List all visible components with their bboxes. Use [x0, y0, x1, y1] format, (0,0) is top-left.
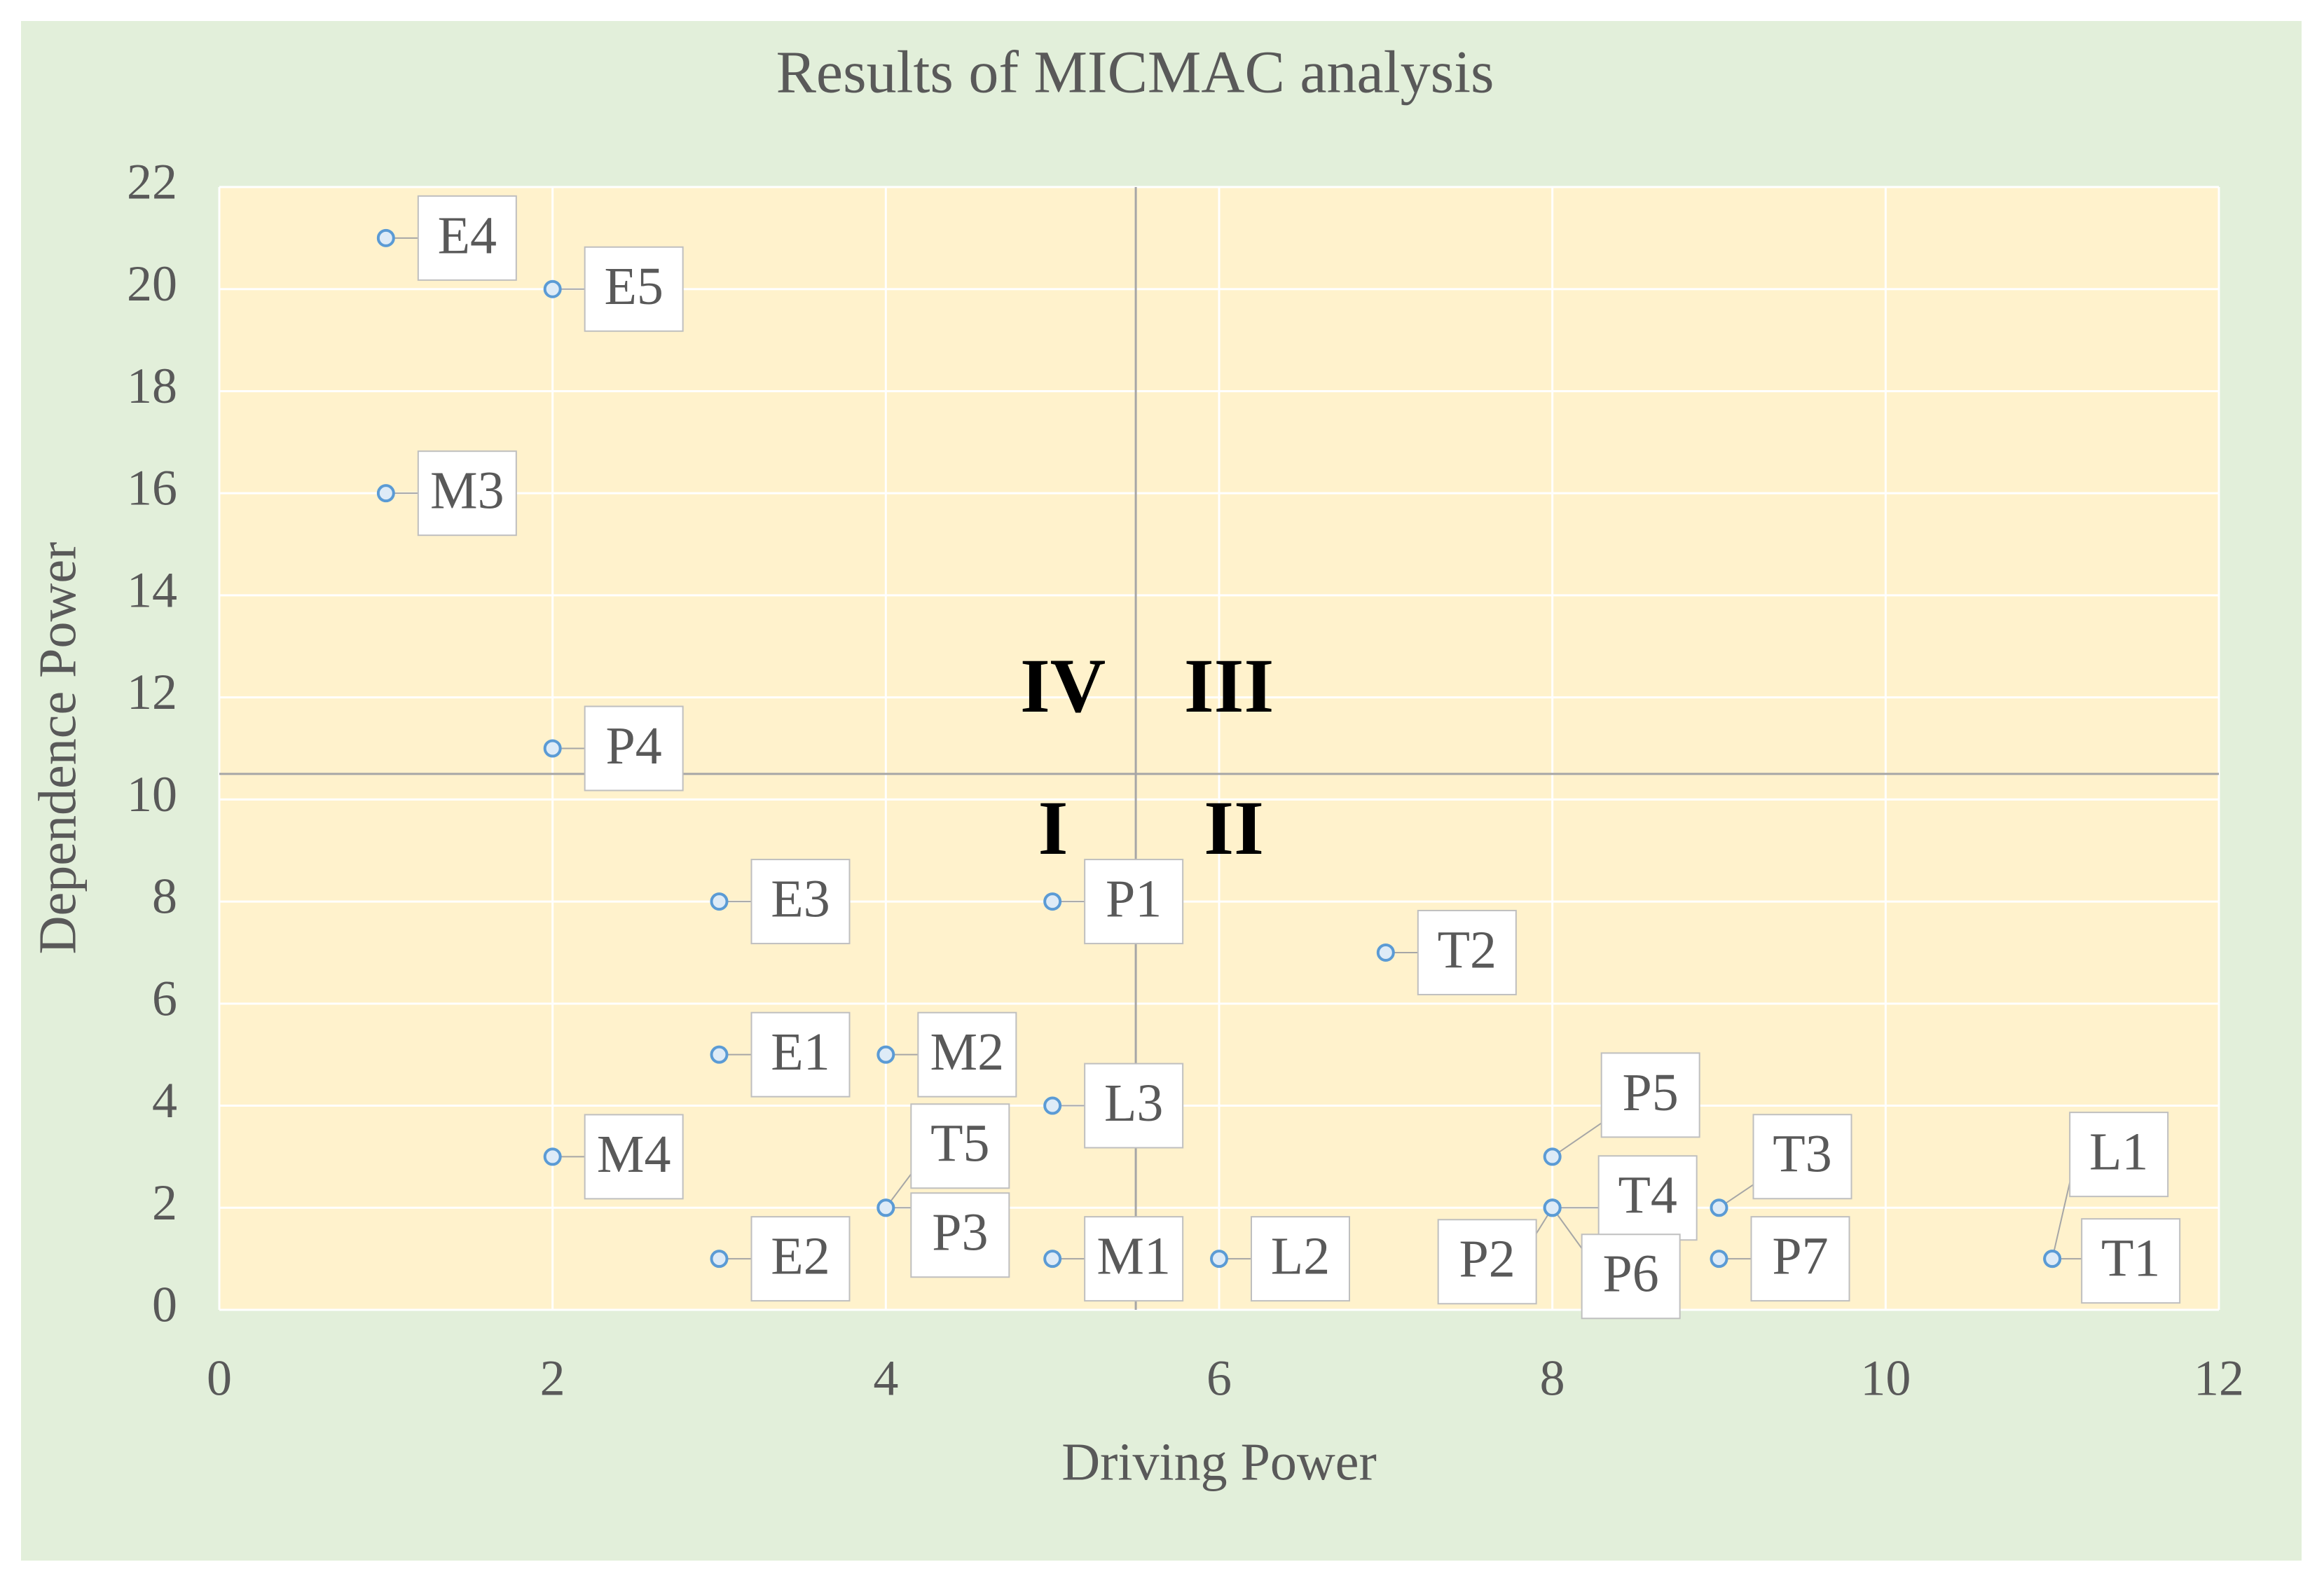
y-tick-label: 12	[127, 664, 177, 720]
label-box	[1084, 1063, 1184, 1149]
label-box	[1750, 1216, 1850, 1302]
y-tick-label: 10	[127, 766, 177, 822]
y-tick-label: 18	[127, 358, 177, 414]
label-box	[2069, 1112, 2169, 1198]
y-tick-label: 14	[127, 562, 177, 618]
data-label: M2	[930, 1023, 1005, 1081]
point	[1710, 1198, 1728, 1217]
data-label: P4	[606, 717, 662, 775]
label-box	[584, 246, 684, 332]
label-box	[1581, 1233, 1681, 1320]
chart-title: Results of MICMAC analysis	[776, 39, 1494, 106]
label-box	[1752, 1114, 1852, 1200]
x-tick-label: 6	[1206, 1350, 1232, 1406]
data-label: L1	[2089, 1123, 2148, 1182]
label-box	[1084, 1216, 1184, 1302]
data-label: M1	[1096, 1227, 1171, 1286]
point	[1043, 892, 1062, 911]
y-tick-label: 4	[152, 1072, 177, 1128]
point	[710, 1250, 729, 1269]
data-label: P7	[1772, 1227, 1828, 1286]
data-label: T2	[1438, 920, 1497, 979]
data-label: E4	[438, 206, 497, 265]
data-label: T4	[1618, 1166, 1677, 1225]
x-tick-label: 12	[2194, 1350, 2244, 1406]
label-box	[750, 859, 851, 945]
data-label: T3	[1773, 1125, 1831, 1184]
point	[376, 484, 395, 503]
quadrant-label: III	[1184, 643, 1274, 728]
data-label: E2	[771, 1227, 830, 1286]
label-box	[917, 1011, 1017, 1098]
label-box	[417, 450, 517, 537]
y-tick-label: 2	[152, 1175, 177, 1231]
y-tick-label: 8	[152, 869, 177, 925]
data-label: M4	[597, 1125, 671, 1184]
point	[1376, 943, 1395, 962]
point	[1543, 1198, 1562, 1217]
label-box	[1600, 1052, 1700, 1138]
leader-line	[2051, 1182, 2071, 1259]
point	[1043, 1250, 1062, 1269]
label-box	[910, 1103, 1010, 1189]
label-box	[750, 1011, 851, 1098]
label-box	[750, 1216, 851, 1302]
data-label: P5	[1623, 1063, 1679, 1122]
x-tick-label: 0	[207, 1350, 232, 1406]
label-box	[1437, 1219, 1537, 1305]
data-label: E5	[604, 257, 663, 316]
data-label: T1	[2101, 1229, 2160, 1288]
data-label: P3	[932, 1203, 988, 1262]
point	[710, 1045, 729, 1064]
label-box	[584, 1114, 684, 1200]
data-label: P1	[1106, 870, 1162, 929]
label-box	[584, 705, 684, 791]
x-tick-label: 10	[1860, 1350, 1911, 1406]
point	[543, 739, 562, 758]
data-label: L3	[1104, 1074, 1163, 1133]
quadrant-label: IV	[1020, 643, 1106, 728]
point	[1210, 1250, 1228, 1269]
y-tick-label: 0	[152, 1277, 177, 1333]
point	[876, 1198, 895, 1217]
label-box	[1251, 1216, 1350, 1302]
label-box	[1597, 1155, 1698, 1241]
label-box	[910, 1192, 1010, 1278]
label-box	[2081, 1218, 2181, 1304]
x-tick-label: 4	[873, 1350, 898, 1406]
x-axis-title: Driving Power	[1061, 1432, 1377, 1491]
label-box	[1084, 859, 1184, 945]
data-label: L2	[1271, 1227, 1330, 1286]
point	[543, 279, 562, 298]
y-tick-label: 16	[127, 460, 177, 516]
point	[543, 1147, 562, 1166]
y-tick-label: 22	[127, 154, 177, 210]
data-label: M3	[430, 462, 504, 520]
data-label: P6	[1603, 1245, 1659, 1304]
data-label: E3	[771, 870, 830, 929]
y-tick-label: 6	[152, 970, 177, 1026]
point	[2043, 1250, 2062, 1269]
leader-line	[1552, 1122, 1602, 1158]
data-label: P2	[1459, 1230, 1515, 1289]
y-axis-title: Dependence Power	[28, 542, 87, 955]
point	[1543, 1147, 1562, 1166]
quadrant-label: II	[1204, 785, 1264, 871]
point	[1710, 1250, 1728, 1269]
quadrant-label: I	[1038, 785, 1068, 871]
point	[1043, 1096, 1062, 1115]
x-tick-label: 2	[540, 1350, 565, 1406]
point	[710, 892, 729, 911]
point	[876, 1045, 895, 1064]
data-label: E1	[771, 1023, 830, 1081]
label-box	[417, 195, 517, 281]
x-tick-label: 8	[1540, 1350, 1565, 1406]
data-label: T5	[930, 1114, 989, 1173]
point	[376, 228, 395, 247]
y-tick-label: 20	[127, 256, 177, 312]
label-box	[1417, 909, 1517, 995]
